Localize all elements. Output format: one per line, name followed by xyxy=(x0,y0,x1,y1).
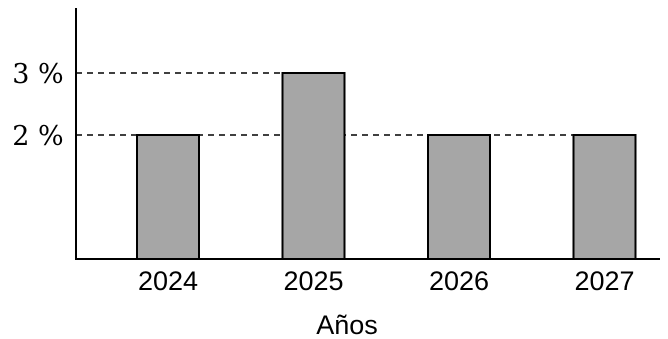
x-axis-label: Años xyxy=(316,310,378,339)
y-tick-label: 2 % xyxy=(12,121,63,152)
x-tick-label: 2026 xyxy=(429,266,489,296)
bar-2024 xyxy=(136,134,200,260)
bar-2026 xyxy=(427,134,491,260)
y-tick-label: 3 % xyxy=(12,59,63,90)
x-tick-label: 2024 xyxy=(138,266,198,296)
bars xyxy=(136,72,637,260)
reference-lines xyxy=(76,72,636,136)
x-tick-label: 2027 xyxy=(574,266,634,296)
bar-2025 xyxy=(281,72,346,260)
bar-2027 xyxy=(572,134,637,260)
x-tick-label: 2025 xyxy=(283,266,343,296)
y-tick-labels: 2 % 3 % xyxy=(12,59,63,152)
x-tick-labels: 2024 2025 2026 2027 xyxy=(138,266,635,296)
axes xyxy=(75,8,660,260)
